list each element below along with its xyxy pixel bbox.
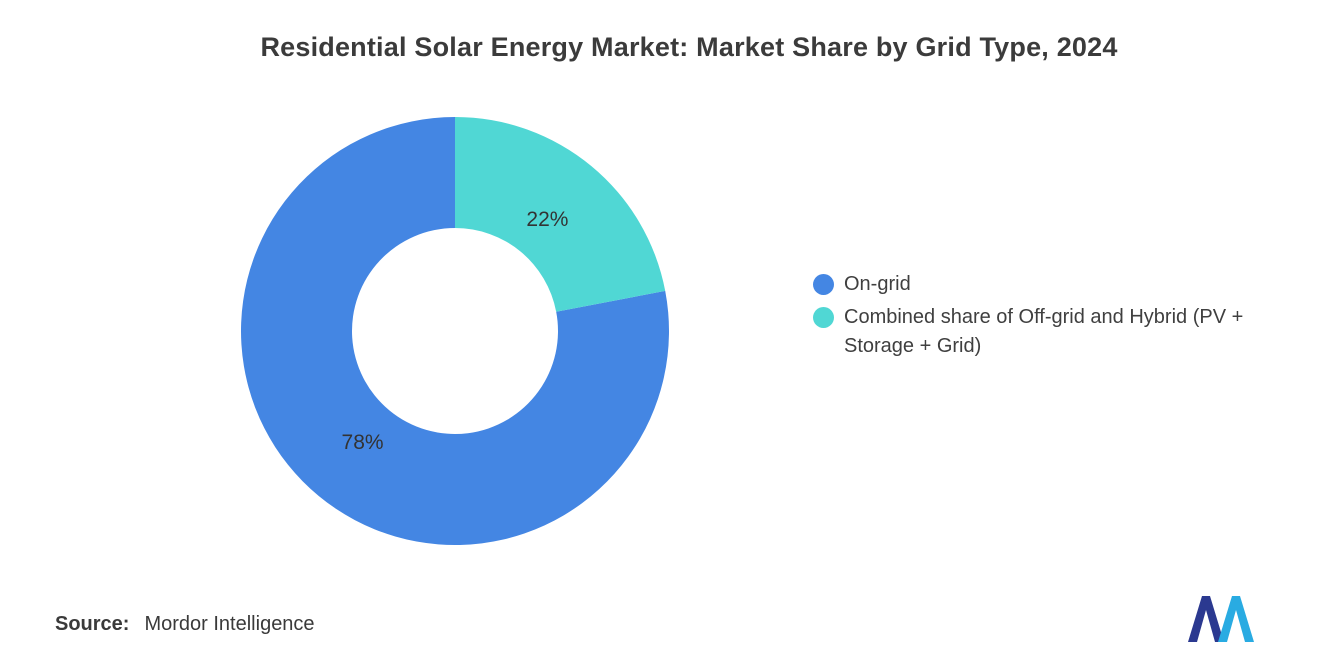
legend-label-offgrid-hybrid: Combined share of Off-grid and Hybrid (P… <box>844 306 1244 357</box>
chart-title: Residential Solar Energy Market: Market … <box>260 32 1118 62</box>
legend-marker-offgrid-hybrid <box>813 307 834 328</box>
donut-chart: 78% 22% <box>240 117 670 545</box>
donut-slice-1[interactable] <box>455 117 666 312</box>
logo-right-mark <box>1218 596 1254 642</box>
source-label: Source: <box>55 613 130 635</box>
slice-data-label-0: 78% <box>342 431 384 454</box>
mordor-intelligence-logo <box>1188 596 1254 642</box>
source-note: Source: Mordor Intelligence <box>55 613 315 636</box>
donut-slice-0[interactable] <box>240 117 670 545</box>
legend-item-on-grid[interactable]: On-grid <box>813 270 1283 299</box>
slice-data-label-1: 22% <box>526 208 568 231</box>
legend-marker-on-grid <box>813 274 834 295</box>
source-value: Mordor Intelligence <box>144 613 315 635</box>
legend-label-on-grid: On-grid <box>844 273 911 295</box>
logo-left-mark <box>1188 596 1224 642</box>
legend: On-grid Combined share of Off-grid and H… <box>813 270 1283 365</box>
legend-item-offgrid-hybrid[interactable]: Combined share of Off-grid and Hybrid (P… <box>813 303 1283 361</box>
